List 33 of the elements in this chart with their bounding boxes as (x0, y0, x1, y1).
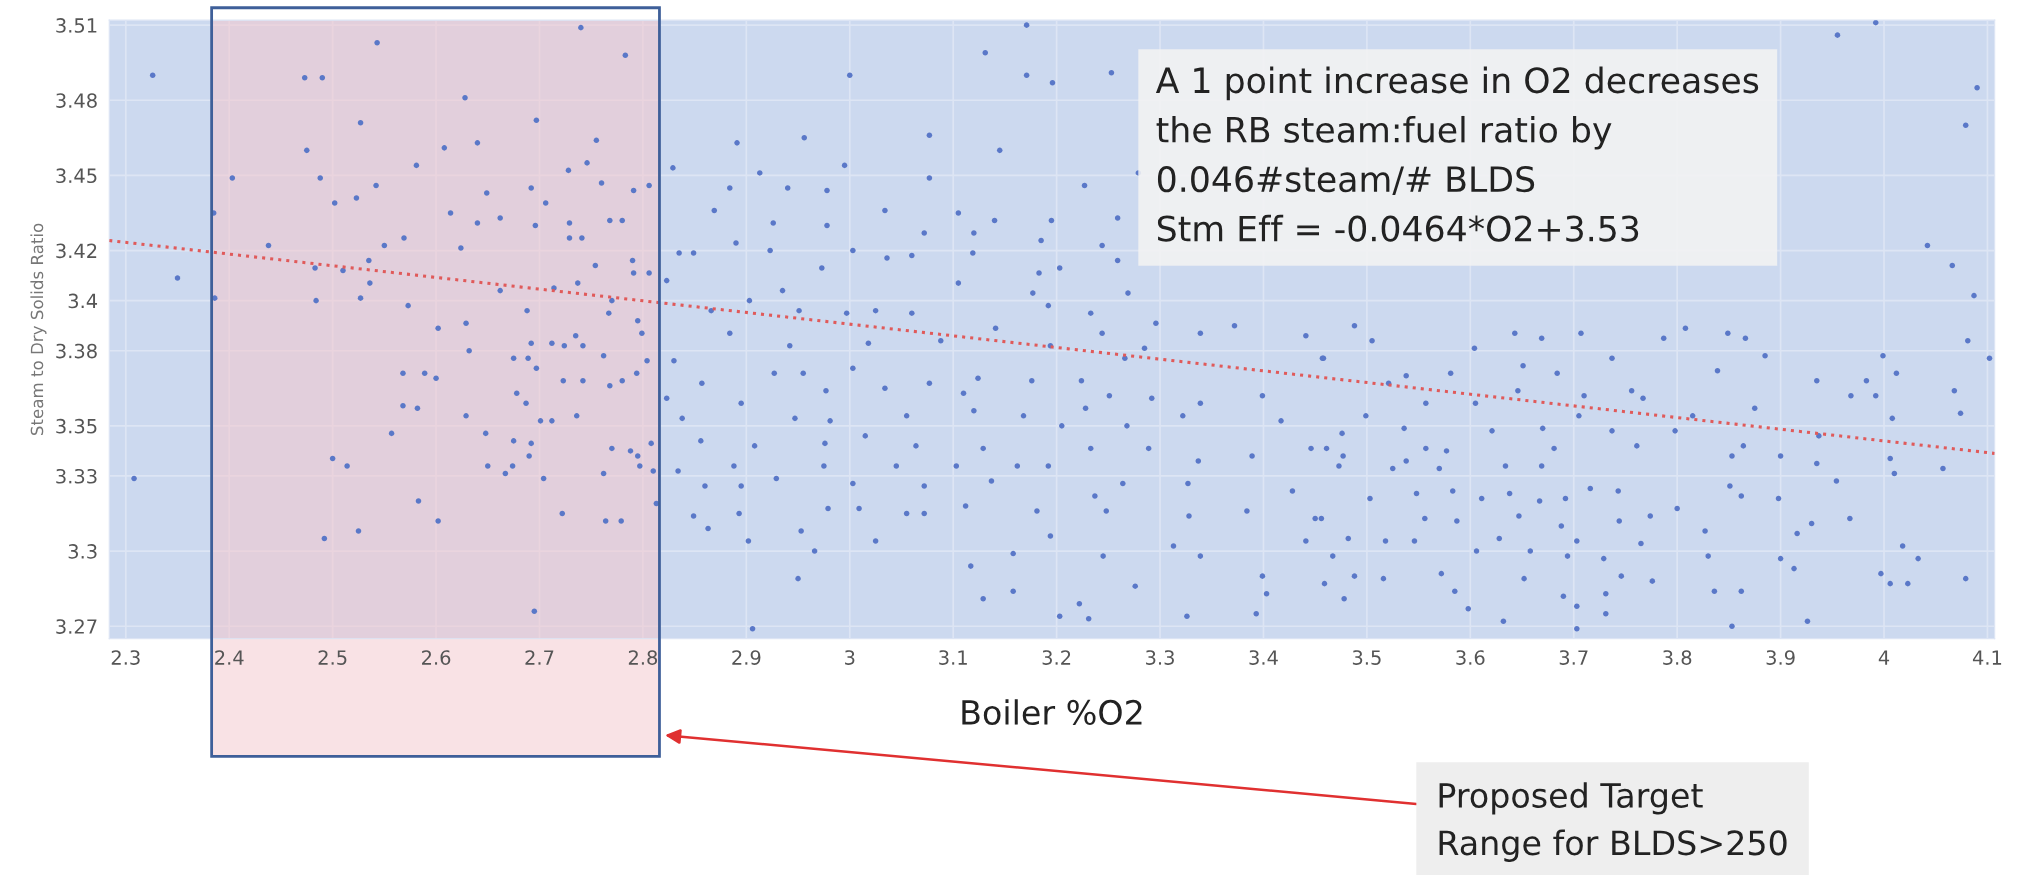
x-tick-label: 3.8 (1663, 650, 1692, 665)
text: Proposed Target Range for BLDS>250 (1439, 782, 1787, 862)
x-tick-label: 2.4 (215, 650, 244, 665)
x-tick-label: 2.7 (525, 650, 554, 665)
x-tick-label: 2.8 (628, 650, 658, 665)
y-tick-label: 3.51 (56, 18, 97, 33)
x-axis-title: Boiler %O2 (962, 699, 1142, 726)
x-tick-label: 3.9 (1766, 650, 1795, 665)
y-tick-label: 3.42 (56, 243, 97, 259)
x-tick-label: 3.1 (939, 650, 967, 665)
x-tick-label: 2.9 (732, 650, 761, 665)
y-tick-label: 3.45 (56, 168, 97, 184)
y-tick-label: 3.35 (56, 418, 97, 434)
y-tick-label: 3.4 (68, 293, 98, 309)
y-tick-label: 3.38 (56, 343, 97, 359)
x-tick-label: 2.5 (318, 650, 347, 665)
y-tick-label: 3.48 (56, 93, 97, 108)
x-tick-label: 4.1 (1972, 650, 2002, 665)
x-tick-label: 3.4 (1249, 650, 1278, 665)
x-tick-label: 3 (845, 650, 855, 665)
x-tick-label: 3.7 (1559, 650, 1588, 665)
y-axis-title: Steam to Dry Solids Ratio (30, 223, 47, 436)
x-tick-label: 3.2 (1042, 650, 1071, 665)
x-tick-label: 3.5 (1352, 650, 1381, 665)
x-tick-label: 3.6 (1456, 650, 1485, 665)
y-tick-label: 3.33 (56, 468, 97, 484)
y-tick-label: 3.27 (56, 619, 97, 634)
y-tick-label: 3.3 (68, 544, 97, 559)
x-tick-label: 2.3 (111, 650, 140, 665)
annotation: A 1 point increase in O2 decreases the RB steam:fuel ratio by 0.046#steam/# BLDS Stm Eff = -0.0464*O2+3.53 (1155, 66, 1759, 242)
x-tick-label: 2.6 (422, 650, 451, 665)
x-tick-label: 3.3 (1146, 650, 1174, 665)
x-tick-label: 4 (1878, 650, 1890, 665)
